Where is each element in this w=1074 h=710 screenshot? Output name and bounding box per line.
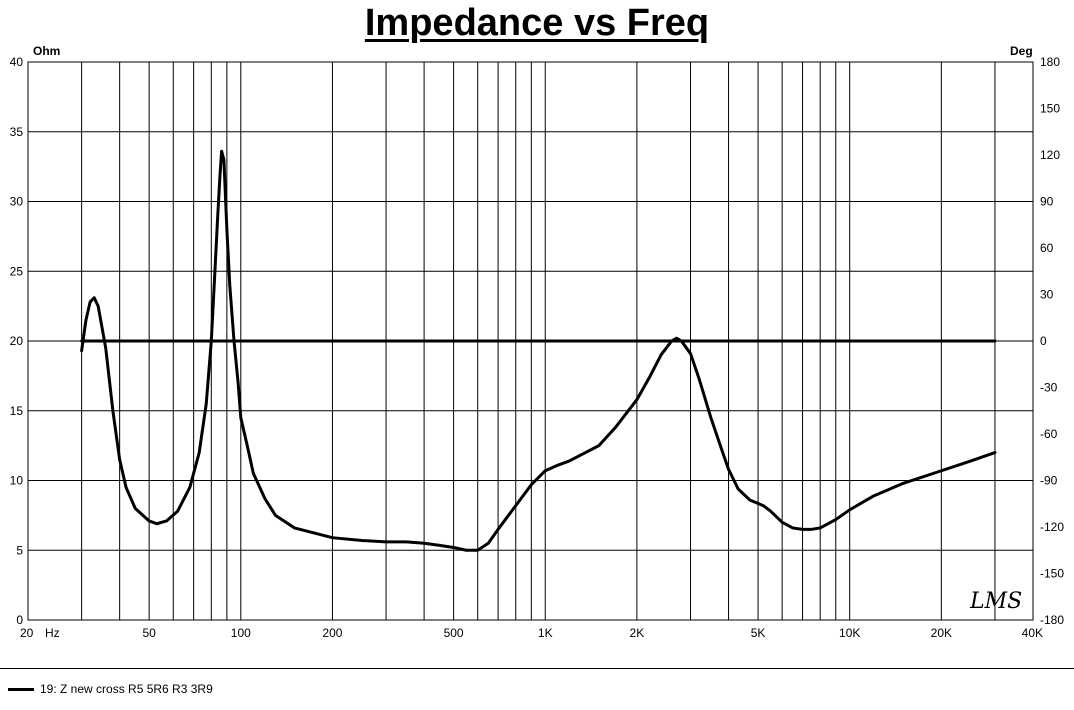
y2-tick-label: 0: [1040, 334, 1047, 348]
y-tick-label: 10: [10, 474, 24, 488]
y2-tick-label: -180: [1040, 613, 1064, 627]
y2-tick-label: -60: [1040, 427, 1058, 441]
legend-divider: [0, 668, 1074, 669]
y2-tick-label: 60: [1040, 241, 1054, 255]
y2-tick-label: -150: [1040, 567, 1064, 581]
x-tick-label: 40K: [1022, 626, 1043, 640]
x-tick-label: 10K: [839, 626, 860, 640]
series-group: [80, 149, 997, 552]
y-tick-label: 5: [16, 543, 23, 557]
impedance-chart: 0 5 10 15 20 25 30 35 40 -180 -150 -120 -90 -60 -30 0 30…: [10, 44, 1065, 640]
y2-tick-label: -120: [1040, 520, 1064, 534]
plot-frame: [27, 61, 1034, 621]
y2-tick-label: -30: [1040, 381, 1058, 395]
x-tick-label: 5K: [751, 626, 766, 640]
y-tick-label: 35: [10, 125, 24, 139]
x-tick-label: 20K: [931, 626, 952, 640]
y2-tick-label: 180: [1040, 55, 1060, 69]
right-unit-label: Deg: [1010, 44, 1033, 58]
x-tick-label: 20: [20, 626, 34, 640]
x-tick-label: 200: [322, 626, 342, 640]
y2-tick-label: 150: [1040, 102, 1060, 116]
left-unit-label: Ohm: [33, 44, 60, 58]
axis-labels: 0 5 10 15 20 25 30 35 40 -180 -150 -120 -90 -60 -30 0 30…: [10, 55, 1065, 640]
impedance-series-line: [80, 149, 997, 552]
y-tick-label: 30: [10, 195, 24, 209]
x-tick-label: 50: [142, 626, 156, 640]
y-tick-label: 40: [10, 55, 24, 69]
chart-title: Impedance vs Freq: [364, 2, 710, 44]
x-tick-label: 1K: [538, 626, 553, 640]
x-tick-label: 100: [231, 626, 251, 640]
x-tick-label: 2K: [630, 626, 645, 640]
y-tick-label: 25: [10, 264, 24, 278]
legend-label: 19: Z new cross R5 5R6 R3 3R9: [40, 682, 213, 696]
legend: 19: Z new cross R5 5R6 R3 3R9: [8, 682, 213, 696]
x-tick-label: 500: [444, 626, 464, 640]
y2-tick-label: 120: [1040, 148, 1060, 162]
x-unit-label: Hz: [45, 626, 60, 640]
y-tick-label: 15: [10, 404, 24, 418]
lms-annotation: LMS: [969, 589, 1022, 614]
y-tick-label: 20: [10, 334, 24, 348]
y-tick-label: 0: [16, 613, 23, 627]
y2-tick-label: 90: [1040, 195, 1054, 209]
y2-tick-label: 30: [1040, 288, 1054, 302]
y2-tick-label: -90: [1040, 474, 1058, 488]
legend-swatch: [8, 687, 34, 691]
